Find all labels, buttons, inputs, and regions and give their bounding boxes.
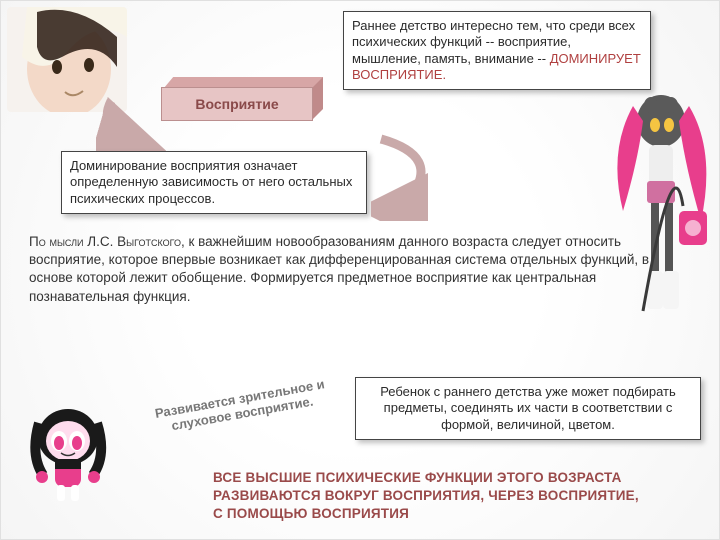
rotated-text: Развивается зрительное и слуховое воспри…	[130, 372, 352, 440]
character-small-image	[25, 405, 111, 505]
textbox-child-text: Ребенок с раннего детства уже может подб…	[380, 384, 676, 432]
perception-block-top	[165, 77, 323, 87]
textbox-dominance: Доминирование восприятия означает опреде…	[61, 151, 367, 214]
slide-canvas: Раннее детство интересно тем, что среди …	[0, 0, 720, 540]
textbox-dominance-text: Доминирование восприятия означает опреде…	[70, 158, 352, 206]
perception-block: Восприятие	[161, 87, 311, 119]
main-paragraph-lead: По мысли Л.С. Выготского,	[29, 234, 185, 249]
textbox-intro: Раннее детство интересно тем, что среди …	[343, 11, 651, 90]
arrow-1	[96, 96, 166, 156]
conclusion-text: ВСЕ ВЫСШИЕ ПСИХИЧЕСКИЕ ФУНКЦИИ ЭТОГО ВОЗ…	[213, 469, 693, 524]
textbox-child: Ребенок с раннего детства уже может подб…	[355, 377, 701, 440]
main-paragraph: По мысли Л.С. Выготского, к важнейшим но…	[29, 233, 669, 306]
perception-block-label: Восприятие	[161, 87, 313, 121]
character-right-image	[613, 81, 711, 331]
conclusion-line1: ВСЕ ВЫСШИЕ ПСИХИЧЕСКИЕ ФУНКЦИИ ЭТОГО ВОЗ…	[213, 469, 693, 487]
arrow-2	[371, 131, 451, 221]
conclusion-line2: РАЗВИВАЮТСЯ ВОКРУГ ВОСПРИЯТИЯ, ЧЕРЕЗ ВОС…	[213, 487, 693, 505]
conclusion-line3: С ПОМОЩЬЮ ВОСПРИЯТИЯ	[213, 505, 693, 523]
